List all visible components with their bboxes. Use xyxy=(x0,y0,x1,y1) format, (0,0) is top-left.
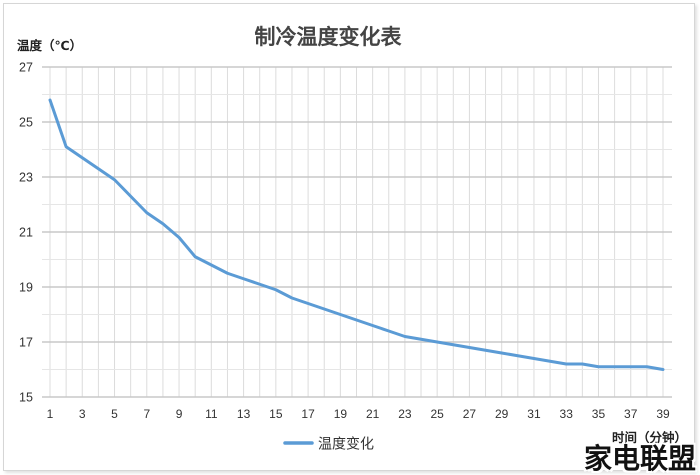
data-point xyxy=(275,289,277,291)
data-point xyxy=(630,366,632,368)
x-tick-label: 5 xyxy=(111,407,118,421)
data-point xyxy=(581,363,583,365)
data-point xyxy=(97,168,99,170)
x-tick-label: 11 xyxy=(205,407,218,421)
data-point xyxy=(162,223,164,225)
data-point xyxy=(597,366,599,368)
data-point xyxy=(533,357,535,359)
y-tick-label: 25 xyxy=(19,116,33,130)
y-tick-label: 19 xyxy=(19,281,33,295)
data-point xyxy=(371,324,373,326)
data-point xyxy=(468,346,470,348)
data-point xyxy=(226,272,228,274)
data-point xyxy=(646,366,648,368)
data-point xyxy=(339,313,341,315)
x-tick-label: 39 xyxy=(656,407,670,421)
x-tick-label: 7 xyxy=(143,407,150,421)
data-point xyxy=(129,195,131,197)
data-point xyxy=(565,363,567,365)
data-point xyxy=(65,146,67,148)
y-tick-label: 27 xyxy=(19,61,33,75)
x-tick-label: 3 xyxy=(79,407,86,421)
x-axis-tick-labels: 1 3 5 7 9 11 13 15 17 19 21 23 25 27 29 31 33 35 37 39 xyxy=(47,407,670,421)
data-point xyxy=(178,236,180,238)
x-tick-label: 33 xyxy=(560,407,574,421)
y-tick-label: 17 xyxy=(19,336,33,350)
x-tick-label: 25 xyxy=(430,407,444,421)
x-tick-label: 35 xyxy=(592,407,606,421)
data-point xyxy=(549,360,551,362)
legend-label: 温度变化 xyxy=(318,436,374,452)
watermark-logo: 家电联盟 xyxy=(583,442,696,475)
x-tick-label: 15 xyxy=(269,407,283,421)
data-point xyxy=(146,212,148,214)
data-point xyxy=(259,283,261,285)
chart-title: 制冷温度变化表 xyxy=(255,25,403,49)
x-tick-label: 17 xyxy=(301,407,315,421)
y-tick-label: 15 xyxy=(19,391,33,405)
data-point xyxy=(323,308,325,310)
data-point xyxy=(291,297,293,299)
y-axis-label: 温度（℃） xyxy=(17,38,82,53)
x-tick-label: 27 xyxy=(463,407,477,421)
data-point xyxy=(242,278,244,280)
x-tick-label: 29 xyxy=(495,407,509,421)
data-point xyxy=(662,368,664,370)
x-tick-label: 23 xyxy=(398,407,412,421)
x-tick-label: 21 xyxy=(366,407,380,421)
horizontal-gridlines xyxy=(42,66,672,398)
x-tick-label: 1 xyxy=(47,407,54,421)
data-point xyxy=(613,366,615,368)
data-point xyxy=(388,330,390,332)
x-tick-label: 19 xyxy=(334,407,348,421)
x-tick-label: 31 xyxy=(527,407,541,421)
x-tick-label: 13 xyxy=(237,407,251,421)
data-point xyxy=(81,157,83,159)
data-point xyxy=(500,352,502,354)
x-tick-label: 9 xyxy=(176,407,183,421)
y-axis-tick-labels: 15 17 19 21 23 25 27 xyxy=(19,61,33,405)
series-group xyxy=(48,98,665,371)
legend: 温度变化 xyxy=(283,436,374,452)
data-point xyxy=(355,319,357,321)
data-point xyxy=(113,179,115,181)
data-point xyxy=(484,349,486,351)
data-point xyxy=(420,338,422,340)
data-point xyxy=(436,341,438,343)
data-point xyxy=(307,302,309,304)
data-point xyxy=(452,344,454,346)
data-point xyxy=(194,256,196,258)
x-axis-label: 时间（分钟） xyxy=(612,430,687,445)
data-point xyxy=(404,335,406,337)
chart-frame xyxy=(3,3,695,471)
data-point xyxy=(49,99,51,101)
data-point xyxy=(210,264,212,266)
series-line-temperature xyxy=(48,98,665,371)
data-point xyxy=(517,355,519,357)
x-tick-label: 37 xyxy=(624,407,638,421)
y-tick-label: 23 xyxy=(19,171,33,185)
y-tick-label: 21 xyxy=(19,226,33,240)
